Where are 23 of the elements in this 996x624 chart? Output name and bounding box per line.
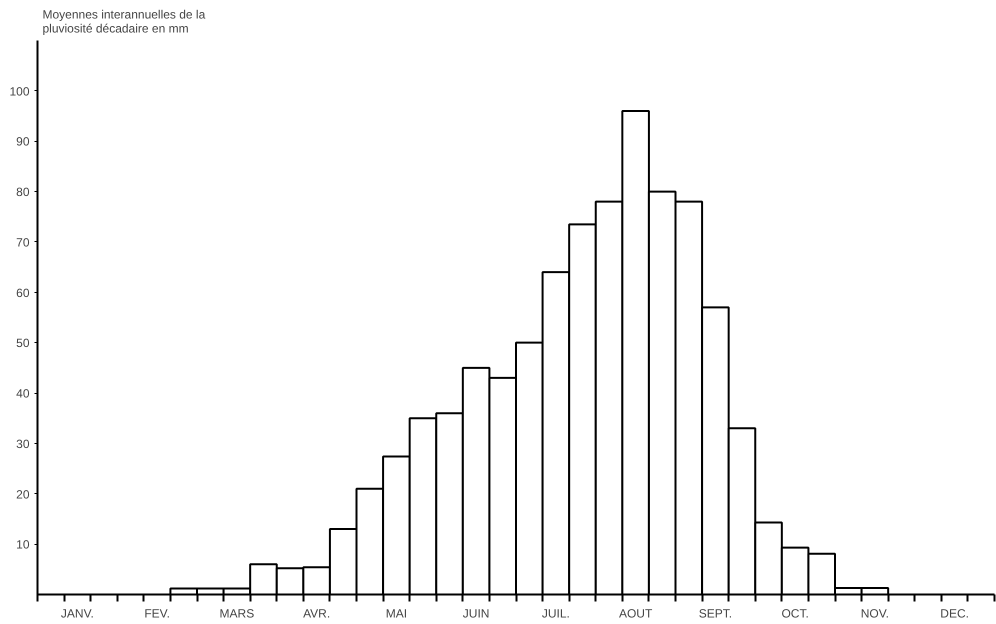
y-tick-label: 100 — [9, 84, 30, 98]
x-tick-label: AOUT — [618, 606, 653, 620]
y-tick-label: 40 — [16, 386, 30, 401]
y-tick-label: 10 — [16, 538, 30, 552]
y-tick-label: 80 — [16, 185, 30, 200]
x-tick-label: JUIN — [462, 606, 490, 620]
y-axis-title: Moyennes interannuelles de la pluviosité décadaire en mm — [42, 8, 206, 36]
y-tick-label: 90 — [16, 134, 30, 149]
y-tick-label: 60 — [16, 286, 30, 300]
x-tick-label: JUIL. — [542, 606, 570, 620]
y-tick-label: 20 — [16, 487, 30, 502]
x-tick-label: MAI — [386, 606, 408, 620]
x-tick-label: JANV. — [60, 606, 94, 620]
x-tick-label: AVR. — [303, 606, 330, 620]
x-tick-label: SEPT. — [698, 606, 732, 620]
x-tick-label: FEV. — [144, 606, 170, 620]
x-tick-label: NOV. — [860, 606, 890, 620]
x-tick-label: MARS — [220, 606, 254, 620]
x-tick-label: DEC. — [940, 606, 969, 620]
x-tick-label: OCT. — [781, 606, 809, 620]
y-tick-label: 30 — [16, 436, 30, 451]
y-tick-label: 50 — [16, 336, 30, 350]
y-tick-label: 70 — [16, 235, 30, 250]
